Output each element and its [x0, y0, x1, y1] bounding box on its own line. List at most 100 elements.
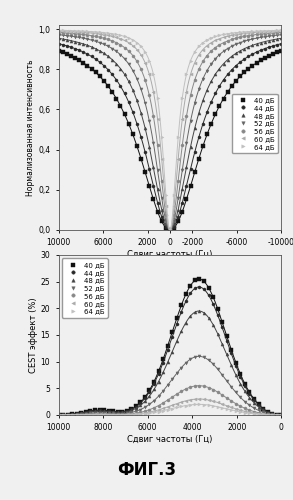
60 дБ: [66, 412, 69, 418]
44 дБ: [98, 408, 101, 414]
64 дБ: [102, 412, 106, 418]
40 дБ: [211, 294, 215, 300]
64 дБ: [125, 412, 129, 418]
48 дБ: [161, 370, 165, 376]
48 дБ: [184, 320, 188, 326]
40 дБ: [275, 412, 278, 418]
Line: 48 дБ: 48 дБ: [57, 310, 283, 416]
64 дБ: [71, 412, 74, 418]
64 дБ: [111, 412, 115, 418]
64 дБ: [80, 412, 83, 418]
40 дБ: [193, 278, 197, 283]
52 дБ: [226, 46, 229, 52]
40 дБ: [157, 368, 160, 374]
40 дБ: [152, 378, 156, 384]
48 дБ: [111, 409, 115, 415]
40 дБ: [98, 407, 101, 413]
60 дБ: [252, 410, 256, 416]
48 дБ: [89, 409, 92, 415]
40 дБ: [266, 409, 269, 415]
56 дБ: [139, 410, 142, 416]
52 дБ: [238, 40, 242, 46]
48 дБ: [238, 48, 242, 54]
52 дБ: [130, 410, 133, 416]
48 дБ: [216, 330, 219, 336]
60 дБ: [238, 31, 242, 37]
48 дБ: [102, 408, 106, 414]
56 дБ: [216, 389, 219, 395]
64 дБ: [171, 406, 174, 411]
48 дБ: [193, 309, 197, 315]
56 дБ: [202, 383, 206, 389]
60 дБ: [226, 33, 229, 39]
40 дБ: [280, 412, 283, 418]
52 дБ: [61, 32, 64, 38]
44 дБ: [270, 411, 274, 417]
44 дБ: [280, 412, 283, 418]
48 дБ: [98, 408, 101, 414]
44 дБ: [197, 134, 201, 140]
44 дБ: [71, 411, 74, 417]
52 дБ: [66, 412, 69, 418]
40 дБ: [234, 360, 238, 366]
Line: 56 дБ: 56 дБ: [57, 31, 283, 232]
52 дБ: [57, 412, 60, 418]
56 дБ: [148, 406, 151, 412]
40 дБ: [207, 284, 210, 290]
Line: 40 дБ: 40 дБ: [57, 50, 283, 232]
44 дБ: [226, 72, 229, 78]
56 дБ: [102, 411, 106, 417]
56 дБ: [93, 411, 97, 417]
56 дБ: [166, 397, 169, 403]
44 дБ: [89, 408, 92, 414]
40 дБ: [57, 48, 60, 54]
48 дБ: [80, 410, 83, 416]
60 дБ: [98, 412, 101, 418]
64 дБ: [148, 410, 151, 416]
60 дБ: [84, 412, 88, 418]
52 дБ: [193, 354, 197, 360]
40 дБ: [257, 402, 260, 407]
44 дБ: [220, 324, 224, 330]
48 дБ: [197, 110, 201, 116]
60 дБ: [71, 412, 74, 418]
Line: 60 дБ: 60 дБ: [57, 30, 283, 232]
64 дБ: [226, 30, 229, 36]
52 дБ: [171, 376, 174, 382]
40 дБ: [248, 390, 251, 396]
56 дБ: [234, 400, 238, 406]
44 дБ: [93, 408, 97, 414]
60 дБ: [229, 404, 233, 410]
52 дБ: [175, 370, 178, 376]
64 дБ: [184, 402, 188, 408]
40 дБ: [57, 412, 60, 418]
52 дБ: [98, 410, 101, 416]
48 дБ: [107, 409, 110, 415]
60 дБ: [239, 407, 242, 413]
52 дБ: [143, 404, 147, 410]
64 дБ: [75, 412, 79, 418]
40 дБ: [184, 291, 188, 297]
56 дБ: [125, 411, 129, 417]
60 дБ: [75, 412, 79, 418]
60 дБ: [148, 409, 151, 415]
60 дБ: [175, 400, 178, 406]
X-axis label: Сдвиг частоты (Гц): Сдвиг частоты (Гц): [127, 250, 213, 259]
48 дБ: [171, 348, 174, 354]
48 дБ: [84, 410, 88, 416]
52 дБ: [80, 411, 83, 417]
64 дБ: [270, 412, 274, 418]
52 дБ: [202, 354, 206, 360]
40 дБ: [226, 89, 229, 95]
X-axis label: Сдвиг частоты (Гц): Сдвиг частоты (Гц): [127, 435, 213, 444]
56 дБ: [111, 411, 115, 417]
48 дБ: [257, 404, 260, 410]
40 дБ: [77, 58, 81, 64]
52 дБ: [198, 354, 201, 360]
60 дБ: [261, 411, 265, 417]
48 дБ: [225, 352, 229, 358]
64 дБ: [211, 402, 215, 408]
48 дБ: [234, 372, 238, 378]
48 дБ: [207, 314, 210, 320]
56 дБ: [211, 386, 215, 392]
